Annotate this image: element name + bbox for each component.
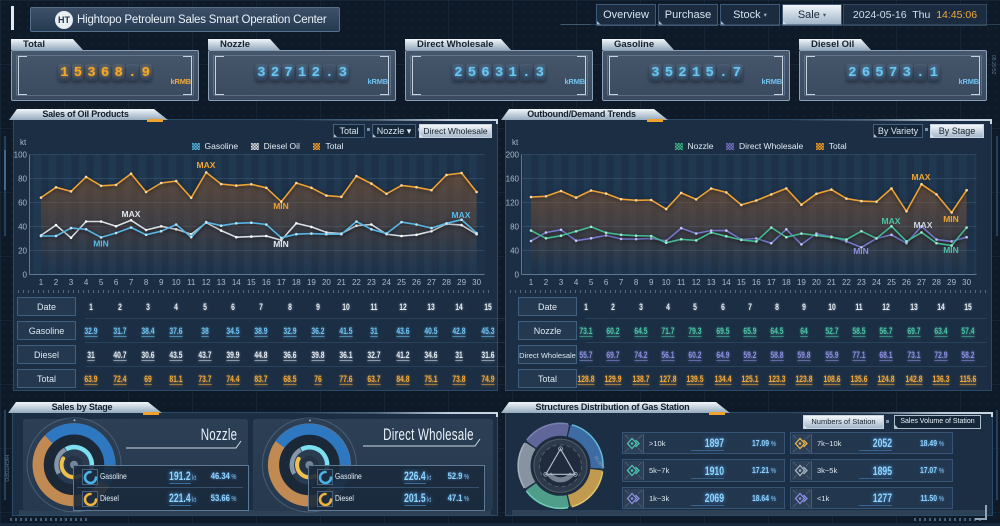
svg-text:12: 12 [692,278,701,287]
svg-text:25: 25 [887,278,896,287]
svg-text:10: 10 [172,278,181,287]
svg-text:21: 21 [337,278,346,287]
svg-text:13: 13 [707,278,716,287]
svg-text:16: 16 [262,278,271,287]
svg-text:9: 9 [649,278,654,287]
svg-text:18: 18 [292,278,301,287]
svg-text:11: 11 [187,278,196,287]
svg-text:MIN: MIN [93,239,109,249]
svg-text:28: 28 [932,278,941,287]
svg-text:30: 30 [472,278,481,287]
svg-text:MAX: MAX [914,220,933,230]
svg-text:18: 18 [782,278,791,287]
svg-text:13: 13 [217,278,226,287]
svg-text:MIN: MIN [853,246,869,256]
svg-text:16: 16 [752,278,761,287]
svg-text:5: 5 [589,278,594,287]
svg-text:20: 20 [18,247,27,256]
svg-text:0: 0 [23,271,28,280]
svg-text:14: 14 [232,278,241,287]
svg-text:2: 2 [54,278,59,287]
svg-text:MIN: MIN [943,214,959,224]
svg-text:0: 0 [515,271,520,280]
svg-text:2: 2 [544,278,549,287]
svg-text:200: 200 [506,151,520,160]
svg-text:22: 22 [352,278,361,287]
svg-text:24: 24 [382,278,391,287]
svg-text:27: 27 [427,278,436,287]
svg-text:1: 1 [39,278,44,287]
svg-text:17: 17 [277,278,286,287]
svg-text:19: 19 [797,278,806,287]
svg-text:4: 4 [84,278,89,287]
svg-text:MIN: MIN [943,245,959,255]
svg-text:15: 15 [737,278,746,287]
svg-text:120: 120 [506,199,520,208]
svg-text:23: 23 [367,278,376,287]
svg-text:17: 17 [767,278,776,287]
svg-text:3: 3 [69,278,74,287]
svg-text:40: 40 [510,247,519,256]
svg-text:3: 3 [559,278,564,287]
svg-text:MAX: MAX [912,172,931,182]
svg-text:12: 12 [202,278,211,287]
svg-text:60: 60 [18,199,27,208]
svg-text:24: 24 [872,278,881,287]
svg-text:MIN: MIN [273,201,289,211]
svg-text:1: 1 [529,278,534,287]
svg-text:MIN: MIN [273,239,289,249]
svg-text:6: 6 [604,278,609,287]
svg-text:5: 5 [99,278,104,287]
svg-text:29: 29 [457,278,466,287]
svg-text:21: 21 [827,278,836,287]
svg-text:22: 22 [842,278,851,287]
svg-text:20: 20 [812,278,821,287]
svg-text:4: 4 [574,278,579,287]
svg-text:9: 9 [159,278,164,287]
svg-text:14: 14 [722,278,731,287]
svg-text:MAX: MAX [882,216,901,226]
svg-text:15: 15 [247,278,256,287]
svg-text:7: 7 [619,278,624,287]
svg-text:8: 8 [634,278,639,287]
svg-text:80: 80 [510,223,519,232]
svg-text:8: 8 [144,278,149,287]
svg-text:27: 27 [917,278,926,287]
svg-text:26: 26 [902,278,911,287]
svg-text:80: 80 [18,175,27,184]
svg-text:25: 25 [397,278,406,287]
svg-text:19: 19 [307,278,316,287]
svg-text:kt: kt [20,138,27,147]
svg-text:MAX: MAX [122,209,141,219]
svg-text:10: 10 [662,278,671,287]
svg-text:40: 40 [18,223,27,232]
svg-text:20: 20 [322,278,331,287]
svg-text:30: 30 [962,278,971,287]
svg-text:11: 11 [677,278,686,287]
svg-text:23: 23 [857,278,866,287]
svg-text:160: 160 [506,175,520,184]
svg-text:kt: kt [512,138,519,147]
svg-text:MAX: MAX [452,210,471,220]
svg-text:100: 100 [14,151,28,160]
svg-text:MAX: MAX [197,160,216,170]
svg-text:7: 7 [129,278,134,287]
svg-text:29: 29 [947,278,956,287]
svg-text:6: 6 [114,278,119,287]
svg-text:28: 28 [442,278,451,287]
svg-text:26: 26 [412,278,421,287]
